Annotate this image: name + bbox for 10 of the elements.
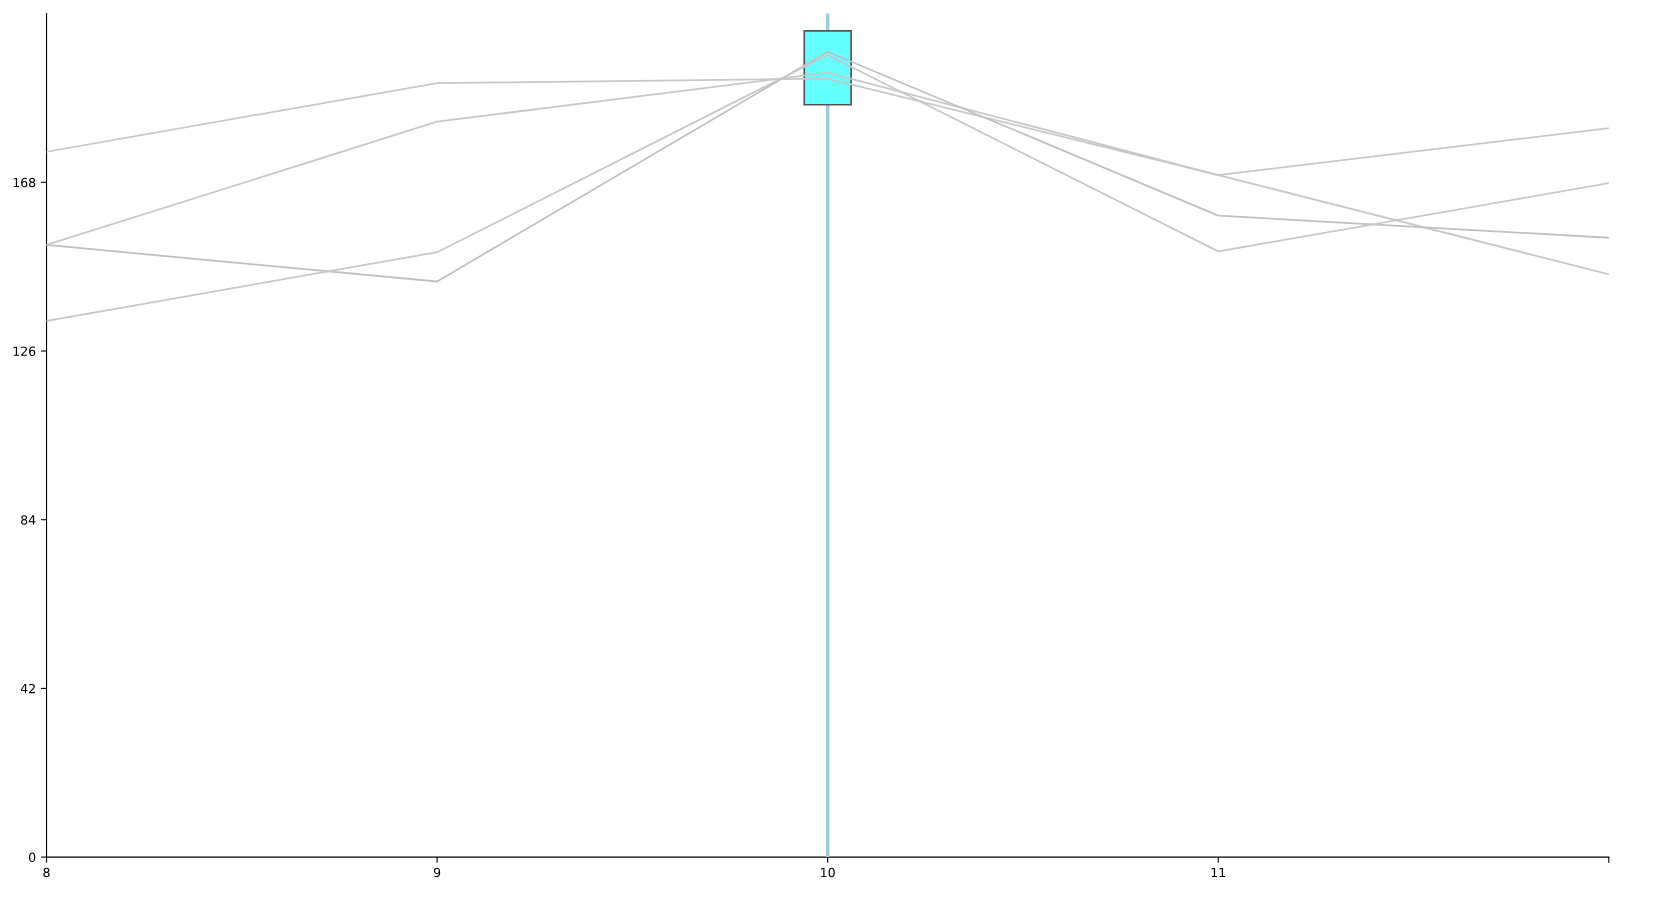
x-tick-label: 8 — [43, 867, 50, 878]
y-tick-label: 84 — [21, 515, 36, 525]
y-tick-label: 0 — [28, 852, 36, 863]
y-tick-label: 168 — [13, 177, 36, 188]
x-tick-label: 11 — [1211, 867, 1226, 878]
y-tick-label: 126 — [13, 346, 36, 356]
y-tick-label: 42 — [20, 683, 35, 694]
x-tick-label: 9 — [433, 867, 441, 878]
line-series — [46, 54, 1609, 322]
x-tick-label: 10 — [821, 867, 835, 878]
